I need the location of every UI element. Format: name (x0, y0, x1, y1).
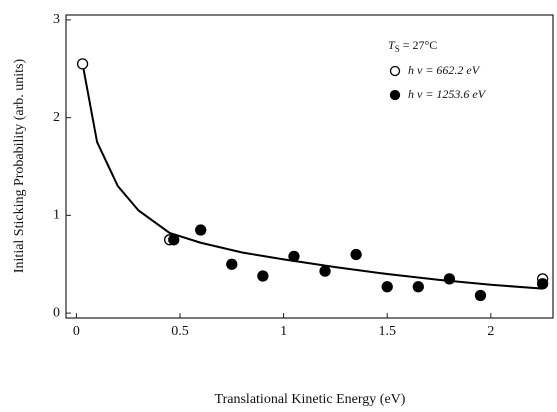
annotation-text: = 27°C (403, 38, 438, 52)
data-point (76, 58, 89, 70)
fit-curve (81, 63, 543, 290)
x-axis-label: Translational Kinetic Energy (eV) (215, 392, 406, 407)
data-point (474, 289, 487, 302)
data-point (168, 234, 180, 246)
y-tick-label: 3 (53, 12, 60, 27)
x-tick-label: 1.5 (378, 324, 396, 339)
legend-marker (389, 89, 401, 101)
y-tick-label: 1 (53, 208, 60, 223)
data-point (226, 258, 238, 270)
x-tick-label: 1 (280, 324, 287, 339)
x-tick-label: 0.5 (171, 324, 189, 339)
x-tick-label: 2 (487, 324, 494, 339)
annotation-symbol: T (388, 38, 396, 52)
data-point (288, 250, 300, 263)
annotation: TS = 27°C (388, 38, 437, 54)
data-point (350, 248, 362, 261)
data-point (257, 270, 269, 282)
y-axis-label: Initial Sticking Probability (arb. units… (12, 59, 27, 274)
annotation-subscript: S (395, 44, 400, 54)
legend-marker (389, 65, 401, 77)
data-point (319, 265, 331, 277)
legend-label: h ν = 1253.6 eV (408, 87, 487, 101)
data-point (536, 278, 549, 290)
legend-label: h ν = 662.2 eV (408, 63, 481, 77)
y-tick-label: 0 (53, 305, 60, 320)
data-point (443, 273, 456, 285)
data-point (381, 281, 393, 293)
x-tick-label: 0 (73, 324, 80, 339)
data-point (195, 224, 207, 236)
plot-frame (65, 14, 554, 319)
data-point (412, 281, 424, 293)
y-tick-label: 2 (53, 110, 60, 125)
